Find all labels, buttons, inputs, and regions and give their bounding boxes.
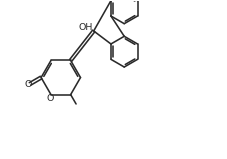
Text: O: O [25, 80, 32, 89]
Text: O: O [46, 94, 53, 103]
Text: OH: OH [78, 23, 92, 31]
